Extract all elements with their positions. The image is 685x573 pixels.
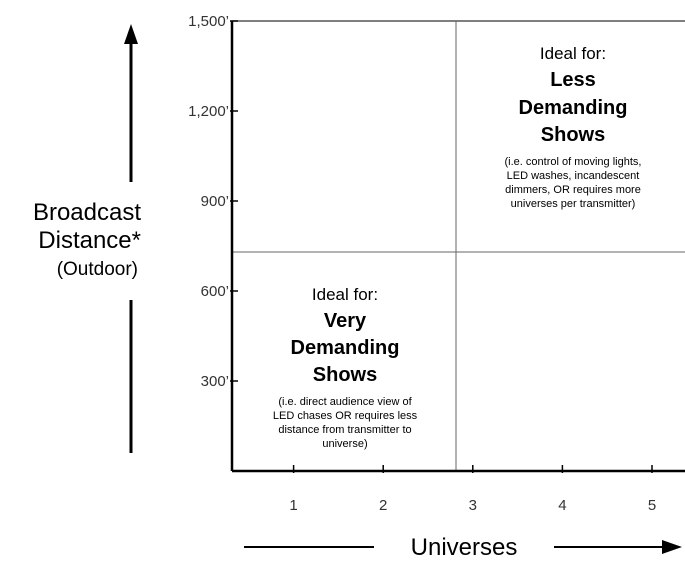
x-tick-label: 1: [289, 497, 297, 514]
x-tick-label: 3: [469, 497, 477, 514]
quadrant-ur-heading: Ideal for:: [540, 44, 606, 63]
quadrant-ll-note-3: distance from transmitter to: [278, 424, 411, 436]
y-tick-label: 1,500’: [188, 13, 229, 30]
quadrant-ll-title-1: Very: [324, 310, 367, 332]
y-tick-label: 900’: [201, 193, 229, 210]
quadrant-ll-note-2: LED chases OR requires less: [273, 410, 418, 422]
x-tick-label: 5: [648, 497, 656, 514]
x-arrow-head: [662, 540, 682, 554]
y-tick-label: 600’: [201, 283, 229, 300]
quadrant-ur-note-3: dimmers, OR requires more: [505, 184, 641, 196]
quadrant-ll-title-3: Shows: [313, 364, 377, 386]
y-axis-label-line-2: Distance*: [38, 227, 141, 254]
x-tick-label: 4: [558, 497, 566, 514]
quadrant-ll-note-1: (i.e. direct audience view of: [278, 396, 412, 408]
y-tick-label: 1,200’: [188, 103, 229, 120]
y-tick-label: 300’: [201, 373, 229, 390]
quadrant-ur-note-2: LED washes, incandescent: [507, 170, 640, 182]
quadrant-ur-title-3: Shows: [541, 124, 605, 146]
y-axis-label-line-1: Broadcast: [33, 199, 141, 226]
quadrant-ur-note-4: universes per transmitter): [511, 198, 636, 210]
quadrant-ur-title-2: Demanding: [519, 97, 628, 119]
quadrant-ur-title-1: Less: [550, 69, 596, 91]
x-tick-label: 2: [379, 497, 387, 514]
y-axis-label-sub: (Outdoor): [57, 259, 138, 280]
quadrant-ll-note-4: universe): [322, 438, 367, 450]
quadrant-ll-heading: Ideal for:: [312, 285, 378, 304]
x-axis-label: Universes: [411, 534, 518, 561]
quadrant-ur-note-1: (i.e. control of moving lights,: [505, 156, 642, 168]
y-arrow-head: [124, 24, 138, 44]
quadrant-ll-title-2: Demanding: [291, 337, 400, 359]
